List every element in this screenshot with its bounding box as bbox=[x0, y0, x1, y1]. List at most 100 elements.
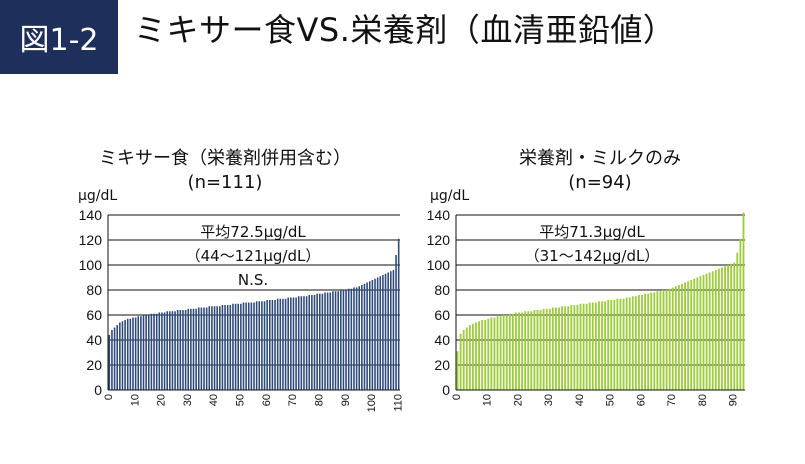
right-bar bbox=[717, 268, 720, 390]
left-bar bbox=[287, 297, 289, 390]
left-y-tick: 120 bbox=[79, 232, 103, 248]
right-bar bbox=[727, 265, 730, 390]
left-bar bbox=[271, 300, 274, 390]
right-bar bbox=[465, 327, 468, 390]
left-bar bbox=[174, 311, 176, 390]
right-bar bbox=[631, 296, 634, 390]
left-bar bbox=[119, 322, 121, 390]
right-bar bbox=[490, 317, 493, 390]
left-x-tick: 20 bbox=[156, 394, 168, 406]
left-bar bbox=[374, 278, 376, 390]
right-bar bbox=[705, 273, 708, 390]
right-annotation: （31～142μg/dL） bbox=[525, 247, 660, 265]
left-bar bbox=[342, 290, 345, 390]
right-x-tick: 50 bbox=[605, 394, 617, 406]
right-bar bbox=[662, 290, 665, 390]
right-bar bbox=[699, 276, 702, 390]
left-bar bbox=[347, 288, 350, 390]
left-bar bbox=[384, 273, 387, 390]
left-annotation: N.S. bbox=[238, 271, 268, 289]
right-bar bbox=[616, 298, 619, 390]
right-bar bbox=[733, 262, 736, 390]
right-bar bbox=[459, 333, 462, 390]
right-bar bbox=[742, 212, 745, 390]
right-y-tick: 60 bbox=[434, 307, 450, 323]
right-bar bbox=[653, 292, 656, 390]
right-bar bbox=[554, 307, 557, 390]
left-bar bbox=[340, 290, 342, 390]
right-chart-title: 栄養剤・ミルクのみ bbox=[519, 148, 681, 169]
left-bar bbox=[250, 302, 253, 390]
right-bar bbox=[619, 298, 622, 390]
right-bar bbox=[539, 310, 542, 390]
left-bar bbox=[124, 320, 126, 390]
left-bar bbox=[224, 305, 226, 390]
left-bar bbox=[234, 303, 237, 390]
left-bar bbox=[237, 303, 240, 390]
right-bar bbox=[702, 275, 705, 390]
right-bar bbox=[610, 300, 613, 390]
left-bar bbox=[245, 302, 247, 390]
left-bar bbox=[355, 287, 358, 390]
right-x-tick: 10 bbox=[482, 394, 494, 406]
right-bar bbox=[508, 313, 511, 390]
left-bar bbox=[303, 296, 305, 390]
right-bar bbox=[641, 295, 643, 390]
right-bar bbox=[625, 297, 628, 390]
right-x-tick: 70 bbox=[666, 394, 678, 406]
left-bar bbox=[253, 302, 255, 390]
right-x-tick: 0 bbox=[451, 394, 463, 400]
left-bar bbox=[108, 335, 111, 390]
right-x-tick: 40 bbox=[574, 394, 586, 406]
left-bar bbox=[158, 312, 161, 390]
right-chart-subtitle: (n=94) bbox=[568, 172, 632, 193]
left-x-tick: 90 bbox=[340, 394, 352, 406]
right-bar bbox=[515, 312, 517, 390]
left-bar bbox=[316, 293, 318, 390]
left-x-tick: 80 bbox=[313, 394, 325, 406]
right-bar bbox=[638, 295, 640, 390]
right-bar bbox=[721, 267, 723, 390]
left-bar bbox=[171, 311, 174, 390]
left-bar bbox=[169, 311, 171, 390]
right-bar bbox=[582, 303, 585, 390]
right-bar bbox=[551, 307, 554, 390]
right-x-tick: 80 bbox=[697, 394, 709, 406]
left-bar bbox=[297, 296, 300, 390]
right-bar bbox=[730, 263, 733, 390]
left-bar bbox=[311, 295, 313, 390]
right-x-tick: 30 bbox=[543, 394, 555, 406]
left-bar bbox=[279, 298, 282, 390]
right-y-tick: 40 bbox=[434, 332, 450, 348]
left-annotation: （44～121μg/dL） bbox=[186, 247, 321, 265]
left-bar bbox=[313, 295, 316, 390]
right-bar bbox=[724, 266, 726, 390]
right-bar bbox=[598, 301, 600, 390]
right-y-tick: 140 bbox=[427, 207, 451, 223]
right-bar bbox=[696, 277, 699, 390]
left-bar bbox=[145, 315, 147, 390]
left-x-tick: 10 bbox=[129, 394, 141, 406]
right-x-tick: 20 bbox=[512, 394, 524, 406]
left-bar bbox=[395, 255, 397, 390]
right-bar bbox=[524, 311, 527, 390]
right-bar bbox=[665, 290, 668, 390]
left-bar bbox=[266, 300, 268, 390]
right-bar bbox=[478, 321, 480, 390]
left-bar bbox=[247, 302, 250, 390]
left-bar bbox=[240, 303, 242, 390]
left-bar bbox=[371, 280, 374, 390]
left-bar bbox=[290, 297, 292, 390]
left-bar bbox=[345, 290, 347, 390]
left-bar bbox=[147, 315, 150, 390]
right-bar bbox=[564, 306, 567, 390]
left-y-tick: 140 bbox=[79, 207, 103, 223]
right-annotation: 平均71.3μg/dL bbox=[539, 223, 645, 241]
left-bar bbox=[276, 298, 279, 390]
right-bar bbox=[644, 293, 647, 390]
right-bar bbox=[505, 315, 508, 390]
right-bar bbox=[496, 316, 499, 390]
figure-badge: 図1-2 bbox=[0, 0, 118, 74]
right-bar bbox=[668, 288, 671, 390]
right-bar bbox=[511, 313, 514, 390]
